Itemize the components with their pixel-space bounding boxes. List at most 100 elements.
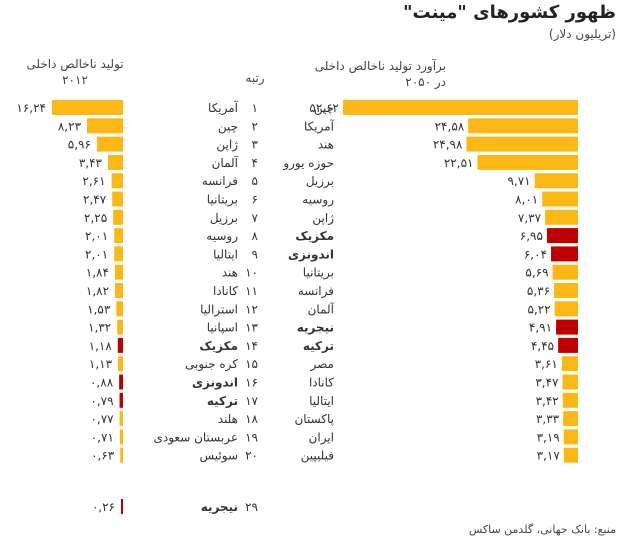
country-label-2012: عربستان سعودی xyxy=(153,430,238,445)
bar-2012 xyxy=(112,191,123,207)
value-label-2050: ۵,۶۹ xyxy=(525,266,548,280)
rank-label: ۸ xyxy=(252,229,259,243)
country-label-2012: چین xyxy=(218,119,238,134)
bar-2012 xyxy=(115,283,123,298)
bar-2012 xyxy=(116,301,123,317)
country-label-2012: اندونزی xyxy=(192,376,238,391)
bar-2012 xyxy=(119,429,123,445)
rank-label: ۲۹ xyxy=(245,500,258,514)
bar-2012 xyxy=(121,499,123,514)
value-label-2050: ۵,۲۲ xyxy=(528,302,551,316)
chart-title: ظهور کشورهای "مینت" xyxy=(403,2,616,23)
bar-2012 xyxy=(114,264,123,280)
value-label-2012: ۰,۶۳ xyxy=(91,449,115,463)
header-gdp-2050: برآورد تولید ناخالص داخلی در ۲۰۵۰ xyxy=(314,59,446,89)
country-label-2012: فرانسه xyxy=(202,174,238,189)
rank-label: ۳ xyxy=(252,138,259,152)
rank-label: ۹ xyxy=(252,247,258,261)
bar-2012 xyxy=(117,337,123,353)
value-label-2012: ۱,۱۳ xyxy=(89,357,113,371)
rank-label: ۱۷ xyxy=(245,394,258,408)
value-label-2012: ۲,۰۱ xyxy=(85,247,108,261)
rank-label: ۱۴ xyxy=(245,339,258,353)
country-label-2050: برزیل xyxy=(306,174,334,189)
value-label-2050: ۸,۰۱ xyxy=(515,193,538,207)
bar-2012 xyxy=(96,136,123,152)
bar-2050 xyxy=(542,191,578,207)
bar-2050 xyxy=(545,209,578,225)
value-label-2012: ۱۶,۲۴ xyxy=(16,101,46,115)
value-label-2050: ۹,۷۱ xyxy=(507,174,530,188)
country-label-2012: ژاپن xyxy=(216,138,238,153)
bar-2050 xyxy=(563,411,578,427)
bar-2050 xyxy=(561,356,578,372)
rank-label: ۲۰ xyxy=(245,449,258,463)
bar-2050 xyxy=(534,173,578,189)
bar-2050 xyxy=(468,118,578,134)
value-label-2050: ۷,۳۷ xyxy=(518,211,542,225)
bar-2012 xyxy=(117,319,123,335)
bar-2050 xyxy=(554,301,578,317)
value-label-2050: ۳,۴۲ xyxy=(536,394,559,408)
country-label-2012: نیجریه xyxy=(201,500,238,514)
rank-label: ۷ xyxy=(252,211,259,225)
value-label-2050: ۵۲,۶۲ xyxy=(309,101,339,115)
bar-2012 xyxy=(52,100,123,115)
bar-2050 xyxy=(466,136,578,152)
bar-2050 xyxy=(563,429,578,445)
bar-2012 xyxy=(119,374,123,390)
rank-label: ۱۶ xyxy=(245,376,258,390)
country-label-2012: آمریکا xyxy=(208,100,239,116)
country-label-2012: سوئیس xyxy=(199,449,238,464)
value-label-2050: ۳,۶۱ xyxy=(535,357,558,371)
header-rank: رتبه xyxy=(245,71,265,85)
value-label-2050: ۴,۴۵ xyxy=(531,339,554,353)
value-label-2050: ۲۲,۵۱ xyxy=(444,156,474,170)
country-label-2012: کره جنوبی xyxy=(185,357,238,372)
header-gdp-2012: تولید ناخالص داخلی ۲۰۱۲ xyxy=(26,57,124,87)
value-label-2012: ۰,۷۱ xyxy=(91,430,114,444)
country-label-2012: استرالیا xyxy=(200,302,238,317)
country-label-2012: ترکیه xyxy=(207,394,238,408)
bar-2050 xyxy=(552,264,578,280)
rank-label: ۲ xyxy=(252,119,258,133)
chart-subtitle: (تریلیون دلار) xyxy=(548,27,616,41)
value-label-2050: ۲۴,۹۸ xyxy=(433,138,463,152)
value-label-2050: ۲۴,۵۸ xyxy=(435,119,465,133)
bar-2050 xyxy=(477,154,578,170)
rank-label: ۱۱ xyxy=(245,284,258,298)
bar-2012 xyxy=(119,411,123,427)
country-label-2012: برزیل xyxy=(210,211,238,226)
country-label-2050: حوزه یورو xyxy=(282,156,334,171)
bar-2050 xyxy=(546,228,578,244)
bar-2012 xyxy=(108,154,123,170)
value-label-2012: ۰,۸۸ xyxy=(90,376,114,390)
value-label-2012: ۲,۴۷ xyxy=(83,193,107,207)
country-label-2012: بریتانیا xyxy=(207,193,238,208)
value-label-2050: ۵,۳۶ xyxy=(527,284,550,298)
rank-label: ۵ xyxy=(252,174,258,188)
country-label-2050: مصر xyxy=(310,357,334,372)
bar-2012 xyxy=(114,246,123,262)
value-label-2050: ۳,۴۷ xyxy=(535,376,559,390)
country-label-2050: ایران xyxy=(309,430,334,445)
value-label-2012: ۰,۲۶ xyxy=(92,500,115,514)
value-label-2012: ۲,۲۵ xyxy=(84,211,107,225)
bar-2012 xyxy=(119,392,123,408)
value-label-2050: ۶,۹۵ xyxy=(520,229,543,243)
country-label-2012: ایتالیا xyxy=(213,247,238,261)
country-label-2050: ایتالیا xyxy=(309,394,334,408)
country-label-2050: پاکستان xyxy=(294,412,334,426)
value-label-2012: ۲,۶۱ xyxy=(82,174,105,188)
value-label-2012: ۲,۰۱ xyxy=(85,229,108,243)
country-label-2012: مکزیک xyxy=(199,339,238,353)
bar-2012 xyxy=(120,447,123,463)
value-label-2012: ۰,۷۷ xyxy=(90,412,114,426)
bar-2050 xyxy=(562,392,578,408)
country-label-2012: کانادا xyxy=(213,284,238,298)
country-label-2050: مکزیک xyxy=(295,229,334,243)
value-label-2050: ۳,۱۷ xyxy=(537,449,561,463)
country-label-2050: نیجریه xyxy=(297,321,334,335)
country-label-2050: چین xyxy=(314,101,334,116)
value-label-2012: ۸,۲۳ xyxy=(58,119,82,133)
